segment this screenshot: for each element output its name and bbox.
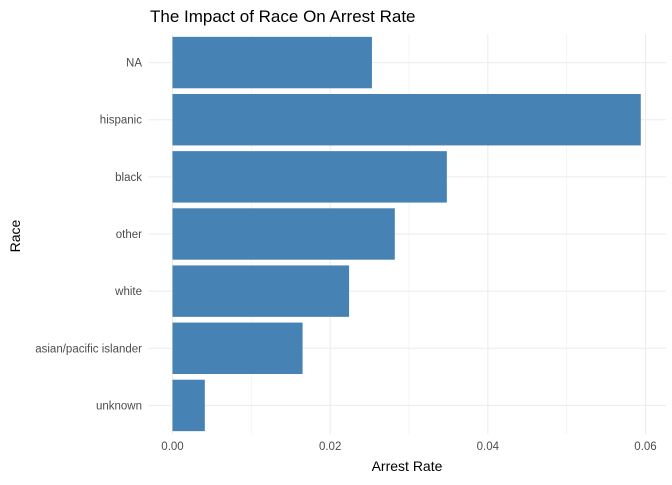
bar [172,151,447,203]
x-tick-label: 0.04 [477,441,500,453]
x-tick-label: 0.06 [634,441,656,453]
y-tick-label: hispanic [100,115,142,127]
x-tick-label: 0.02 [319,441,341,453]
x-tick-label: 0.00 [161,441,183,453]
y-tick-label: other [116,229,142,241]
chart-title: The Impact of Race On Arrest Rate [150,7,416,26]
y-tick-label: unknown [96,400,142,412]
y-tick-label: NA [126,58,142,70]
bar [172,265,350,317]
y-tick-label: asian/pacific islander [35,343,142,355]
bar [172,94,641,146]
bar [172,379,205,432]
x-axis-title: Arrest Rate [372,458,443,474]
y-axis-ticks: NA hispanic black other white asian/pacific i… [35,58,142,413]
bar [172,322,303,374]
bar [172,36,372,89]
y-tick-label: white [114,286,142,298]
bar [172,208,395,260]
bars [172,36,641,432]
y-axis-title: Race [7,219,23,252]
y-tick-label: black [115,172,142,184]
x-axis-ticks: 0.00 0.02 0.04 0.06 [161,441,656,453]
